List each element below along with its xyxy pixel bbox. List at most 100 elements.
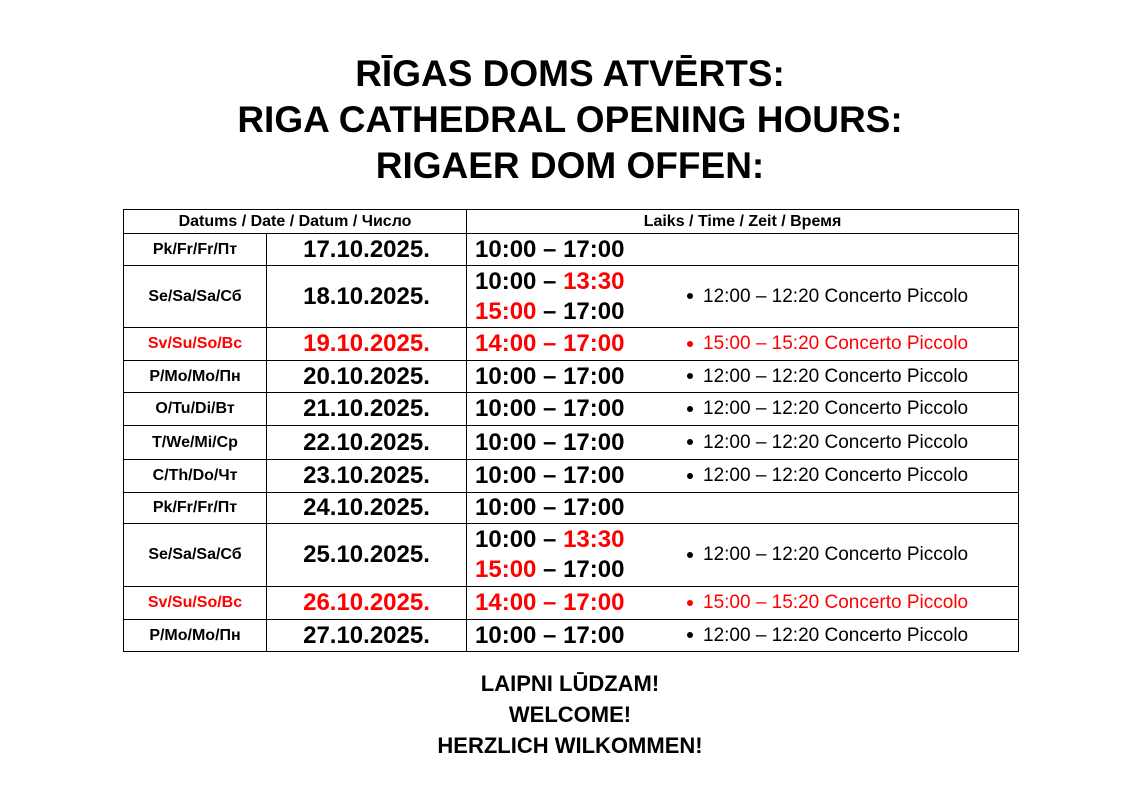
table-row: Sv/Su/So/Вс 26.10.2025. 14:00 – 17:00 15:0… [123, 586, 1019, 620]
bullet-icon [687, 632, 693, 639]
table-header: Datums / Date / Datum / Число Laiks / Ti… [123, 209, 1019, 234]
event-note: 15:00 – 15:20 Concerto Piccolo [687, 592, 968, 614]
time-range: 14:00 – 17:00 [467, 329, 1018, 359]
footer-german: HERZLICH WILKOMMEN! [437, 733, 703, 758]
date-cell: 22.10.2025. [266, 425, 467, 460]
day-cell: O/Tu/Di/Вт [123, 392, 267, 426]
time-range: 10:00 – 13:30 [467, 525, 1018, 555]
day-cell: Sv/Su/So/Вс [123, 327, 267, 361]
event-note: 12:00 – 12:20 Concerto Piccolo [687, 398, 968, 420]
time-segment: 10:00 – 17:00 [475, 395, 625, 422]
time-segment: 10:00 – 17:00 [475, 462, 625, 489]
footer-latvian: LAIPNI LŪDZAM! [480, 671, 660, 696]
date-cell: 20.10.2025. [266, 360, 467, 393]
bullet-icon [687, 340, 693, 347]
day-cell: Pk/Fr/Fr/Пт [123, 233, 267, 266]
date-cell: 25.10.2025. [266, 523, 467, 587]
event-note: 12:00 – 12:20 Concerto Piccolo [687, 432, 968, 454]
event-text: 15:00 – 15:20 Concerto Piccolo [703, 592, 969, 613]
footer-english: WELCOME! [508, 702, 632, 727]
time-segment: 10:00 – 17:00 [475, 494, 625, 521]
event-text: 12:00 – 12:20 Concerto Piccolo [703, 624, 969, 646]
table-row: Pk/Fr/Fr/Пт 17.10.2025. 10:00 – 17:00 [123, 233, 1019, 266]
time-cell: 10:00 – 17:00 [466, 233, 1019, 266]
event-note: 12:00 – 12:20 Concerto Piccolo [687, 286, 968, 308]
time-segment: 10:00 – 17:00 [475, 621, 625, 649]
time-segment: 10:00 – 17:00 [475, 235, 625, 263]
table-row: Sv/Su/So/Вс 19.10.2025. 14:00 – 17:00 15:0… [123, 327, 1019, 361]
table-row: Se/Sa/Sa/Сб 25.10.2025. 10:00 – 13:30 15:0… [123, 523, 1019, 587]
time-segment: 10:00 – [475, 526, 564, 553]
bullet-icon [687, 599, 693, 606]
day-cell: P/Mo/Mo/Пн [123, 619, 267, 652]
time-segment: – 17:00 [536, 297, 625, 325]
table-row: Pk/Fr/Fr/Пт 24.10.2025. 10:00 – 17:00 [123, 492, 1019, 524]
event-note: 15:00 – 15:20 Concerto Piccolo [687, 333, 968, 355]
date-cell: 23.10.2025. [266, 459, 467, 493]
time-column-header: Laiks / Time / Zeit / Время [466, 209, 1019, 234]
title-german: RIGAER DOM OFFEN: [375, 145, 765, 186]
time-range: 10:00 – 17:00 [467, 493, 1018, 523]
time-cell: 10:00 – 13:30 15:00 – 17:00 12:00 – 12:20 … [466, 265, 1019, 328]
bullet-icon [687, 373, 693, 380]
bullet-icon [687, 472, 693, 479]
time-range: 10:00 – 17:00 [467, 394, 1018, 424]
table-row: C/Th/Do/Чт 23.10.2025. 10:00 – 17:00 12:00… [123, 459, 1019, 493]
time-segment: 10:00 – 17:00 [475, 428, 625, 456]
day-cell: P/Mo/Mo/Пн [123, 360, 267, 393]
event-note: 12:00 – 12:20 Concerto Piccolo [687, 544, 968, 566]
time-range: 15:00 – 17:00 [467, 555, 1018, 585]
day-cell: T/We/Mi/Ср [123, 425, 267, 460]
event-note: 12:00 – 12:20 Concerto Piccolo [687, 366, 968, 388]
time-cell: 10:00 – 17:00 12:00 – 12:20 Concerto Picc… [466, 459, 1019, 493]
time-cell: 10:00 – 13:30 15:00 – 17:00 12:00 – 12:20 … [466, 523, 1019, 587]
time-range: 10:00 – 13:30 [467, 267, 1018, 297]
event-text: 12:00 – 12:20 Concerto Piccolo [703, 544, 969, 565]
table-row: P/Mo/Mo/Пн 27.10.2025. 10:00 – 17:00 12:00… [123, 619, 1019, 652]
time-segment: – 17:00 [536, 556, 625, 583]
time-cell: 10:00 – 17:00 12:00 – 12:20 Concerto Picc… [466, 392, 1019, 426]
time-segment: 13:30 [563, 267, 625, 295]
time-segment: 15:00 [475, 297, 537, 325]
date-cell: 27.10.2025. [266, 619, 467, 652]
bullet-icon [687, 293, 693, 300]
time-cell: 10:00 – 17:00 [466, 492, 1019, 524]
date-cell: 18.10.2025. [266, 265, 467, 328]
table-row: Se/Sa/Sa/Сб 18.10.2025. 10:00 – 13:30 15:0… [123, 265, 1019, 328]
time-range: 10:00 – 17:00 [467, 362, 1018, 392]
bullet-icon [687, 439, 693, 446]
time-range: 15:00 – 17:00 [467, 297, 1018, 327]
event-text: 15:00 – 15:20 Concerto Piccolo [703, 333, 969, 354]
time-segment: 14:00 – 17:00 [475, 330, 625, 357]
day-cell: C/Th/Do/Чт [123, 459, 267, 493]
time-cell: 10:00 – 17:00 12:00 – 12:20 Concerto Picc… [466, 360, 1019, 393]
bullet-icon [687, 405, 693, 412]
time-range: 10:00 – 17:00 [467, 235, 1018, 265]
schedule-table: Datums / Date / Datum / Число Laiks / Ti… [123, 209, 1019, 652]
day-cell: Se/Sa/Sa/Сб [123, 265, 267, 328]
time-cell: 10:00 – 17:00 12:00 – 12:20 Concerto Picc… [466, 619, 1019, 652]
time-segment: 13:30 [563, 526, 625, 553]
day-cell: Pk/Fr/Fr/Пт [123, 492, 267, 524]
table-row: T/We/Mi/Ср 22.10.2025. 10:00 – 17:00 12:00… [123, 425, 1019, 460]
date-cell: 21.10.2025. [266, 392, 467, 426]
time-segment: 14:00 – 17:00 [475, 589, 625, 616]
event-note: 12:00 – 12:20 Concerto Piccolo [687, 625, 968, 647]
title-latvian: RĪGAS DOMS ATVĒRTS: [355, 53, 785, 94]
time-range: 10:00 – 17:00 [467, 621, 1018, 651]
title-english: RIGA CATHEDRAL OPENING HOURS: [237, 99, 903, 140]
date-cell: 26.10.2025. [266, 586, 467, 620]
time-range: 14:00 – 17:00 [467, 588, 1018, 618]
time-segment: 10:00 – 17:00 [475, 362, 625, 390]
day-cell: Se/Sa/Sa/Сб [123, 523, 267, 587]
table-row: O/Tu/Di/Вт 21.10.2025. 10:00 – 17:00 12:00… [123, 392, 1019, 426]
day-cell: Sv/Su/So/Вс [123, 586, 267, 620]
event-text: 12:00 – 12:20 Concerto Piccolo [703, 431, 969, 453]
time-range: 10:00 – 17:00 [467, 428, 1018, 458]
date-column-header: Datums / Date / Datum / Число [123, 209, 467, 234]
event-text: 12:00 – 12:20 Concerto Piccolo [703, 465, 969, 486]
event-text: 12:00 – 12:20 Concerto Piccolo [703, 398, 969, 419]
time-segment: 15:00 [475, 556, 537, 583]
time-range: 10:00 – 17:00 [467, 461, 1018, 491]
